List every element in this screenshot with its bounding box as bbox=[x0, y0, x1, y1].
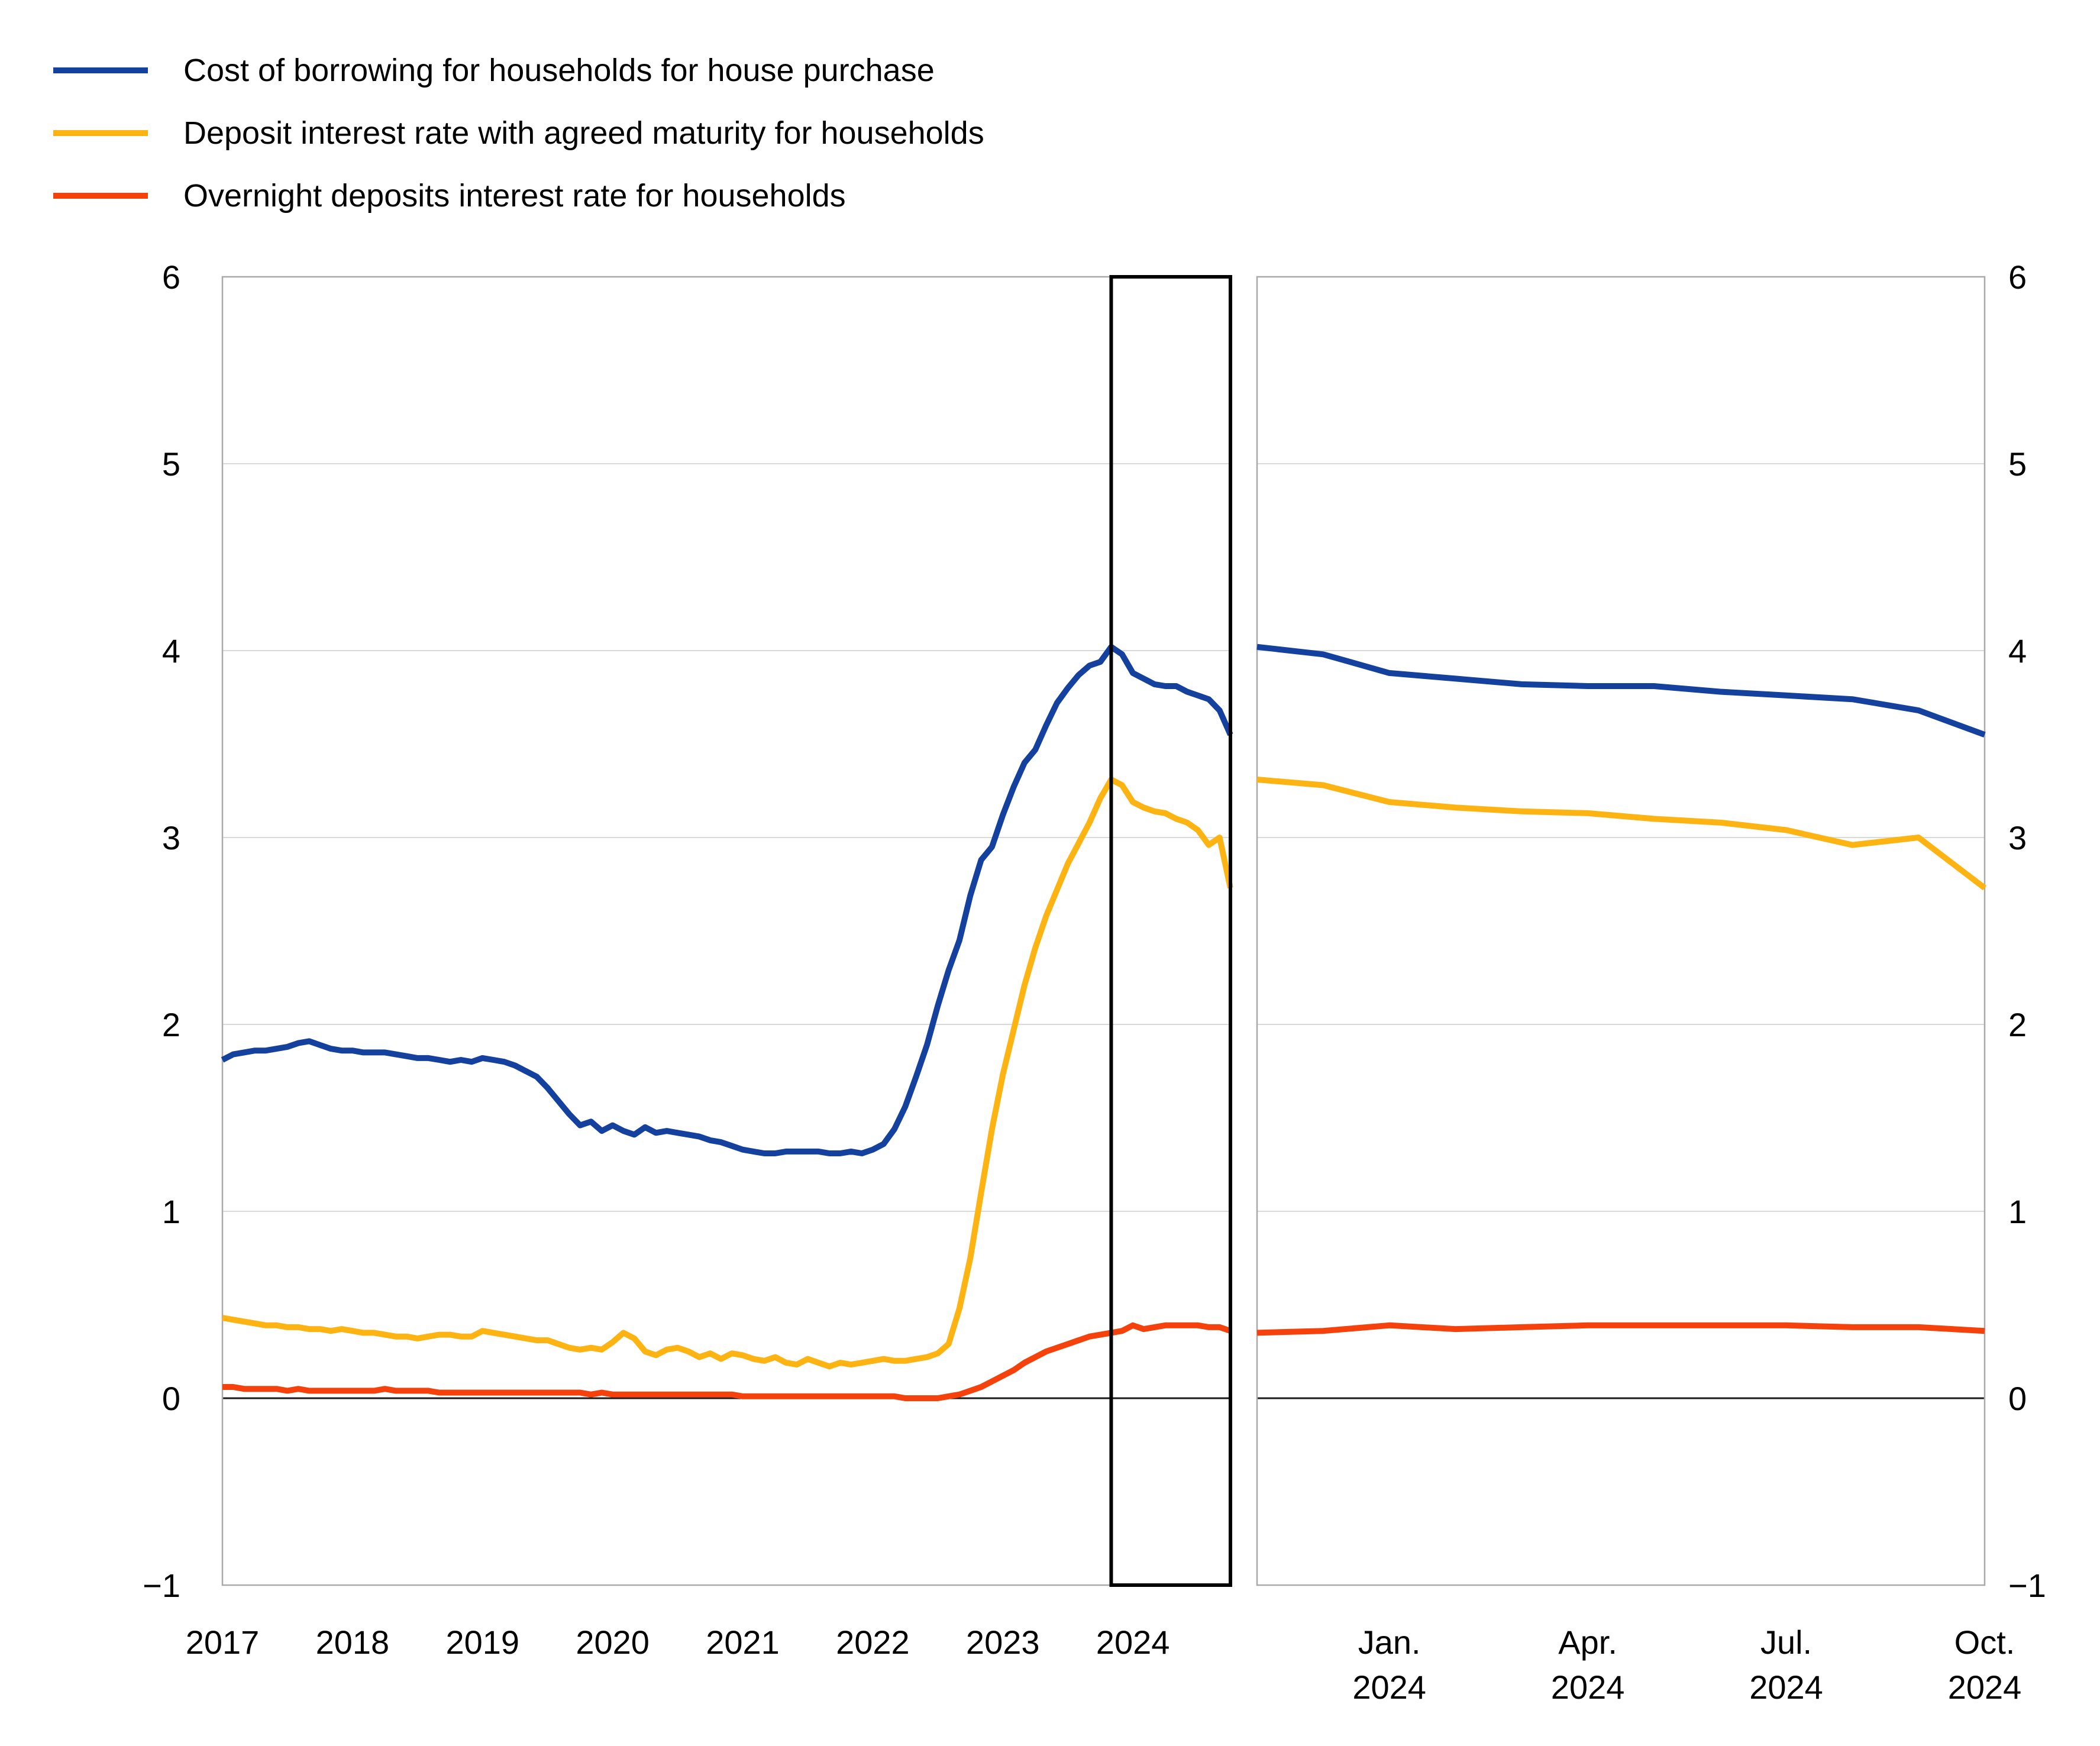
legend-line-swatch-yellow bbox=[53, 130, 148, 136]
y-tick-label-right: 0 bbox=[2008, 1380, 2027, 1417]
x-tick-label: Oct. bbox=[1954, 1624, 2015, 1661]
legend: Cost of borrowing for households for hou… bbox=[53, 39, 984, 227]
x-tick-label: Jan. bbox=[1358, 1624, 1421, 1661]
series-overnight-deposits-interest-rate-for-households bbox=[222, 1322, 1232, 1401]
series-deposit-interest-rate-with-agreed-maturity-for-households bbox=[1256, 777, 1987, 891]
y-tick-label-left: 2 bbox=[162, 1006, 180, 1043]
legend-line-swatch-red bbox=[53, 193, 148, 199]
x-tick-label: 2024 bbox=[1551, 1669, 1625, 1706]
x-tick-label: 2024 bbox=[1948, 1669, 2022, 1706]
y-tick-label-left: 3 bbox=[162, 819, 180, 856]
legend-item-overnight-deposits: Overnight deposits interest rate for hou… bbox=[53, 164, 984, 227]
x-tick-label: 2023 bbox=[966, 1624, 1040, 1661]
y-tick-label-left: 0 bbox=[162, 1380, 180, 1417]
y-tick-label-right: 2 bbox=[2008, 1006, 2027, 1043]
series-overnight-deposits-interest-rate-for-households bbox=[1256, 1322, 1985, 1336]
x-tick-label: 2024 bbox=[1096, 1624, 1170, 1661]
highlight-box bbox=[1109, 275, 1233, 1587]
panel-right: Jan. 2024 Apr. 2024 Jul. 2024 Oct. 2024 bbox=[1256, 276, 2022, 1706]
y-tick-label-right: 6 bbox=[2008, 258, 2027, 296]
y-tick-label-left: 1 bbox=[162, 1193, 180, 1230]
legend-label: Cost of borrowing for households for hou… bbox=[183, 53, 935, 88]
x-tick-label: 2022 bbox=[836, 1624, 910, 1661]
legend-line-swatch-blue bbox=[53, 67, 148, 73]
x-tick-label: 2018 bbox=[316, 1624, 390, 1661]
x-tick-label: 2019 bbox=[445, 1624, 519, 1661]
y-tick-label-right: 5 bbox=[2008, 445, 2027, 483]
x-tick-label: 2024 bbox=[1749, 1669, 1823, 1706]
y-tick-label-right: 1 bbox=[2008, 1193, 2027, 1230]
x-tick-label: 2024 bbox=[1352, 1669, 1426, 1706]
panel-left: 2017 2018 2019 2020 2021 2022 2023 2024 bbox=[186, 275, 1233, 1661]
legend-label: Deposit interest rate with agreed maturi… bbox=[183, 115, 984, 151]
legend-label: Overnight deposits interest rate for hou… bbox=[183, 178, 846, 214]
series-cost-of-borrowing-for-households-for-house-purchase bbox=[221, 644, 1233, 1156]
y-tick-label-left: 4 bbox=[162, 632, 180, 670]
plot-border bbox=[1256, 276, 1986, 1586]
x-tick-label: Apr. bbox=[1558, 1624, 1617, 1661]
x-tick-label: 2020 bbox=[576, 1624, 650, 1661]
series-cost-of-borrowing-for-households-for-house-purchase bbox=[1256, 644, 1986, 738]
y-tick-label-left: 6 bbox=[162, 258, 180, 296]
y-tick-label-right: 3 bbox=[2008, 819, 2027, 856]
y-tick-label-left: 5 bbox=[162, 445, 180, 483]
series-deposit-interest-rate-with-agreed-maturity-for-households bbox=[222, 777, 1233, 1370]
x-tick-label: 2021 bbox=[706, 1624, 780, 1661]
y-tick-label-left: −1 bbox=[143, 1567, 180, 1604]
legend-item-deposit-agreed-maturity: Deposit interest rate with agreed maturi… bbox=[53, 102, 984, 164]
x-tick-label: Jul. bbox=[1760, 1624, 1812, 1661]
legend-item-cost-of-borrowing: Cost of borrowing for households for hou… bbox=[53, 39, 984, 102]
y-tick-label-right: 4 bbox=[2008, 632, 2027, 670]
x-tick-label: 2017 bbox=[186, 1624, 260, 1661]
y-tick-label-right: −1 bbox=[2008, 1567, 2046, 1604]
